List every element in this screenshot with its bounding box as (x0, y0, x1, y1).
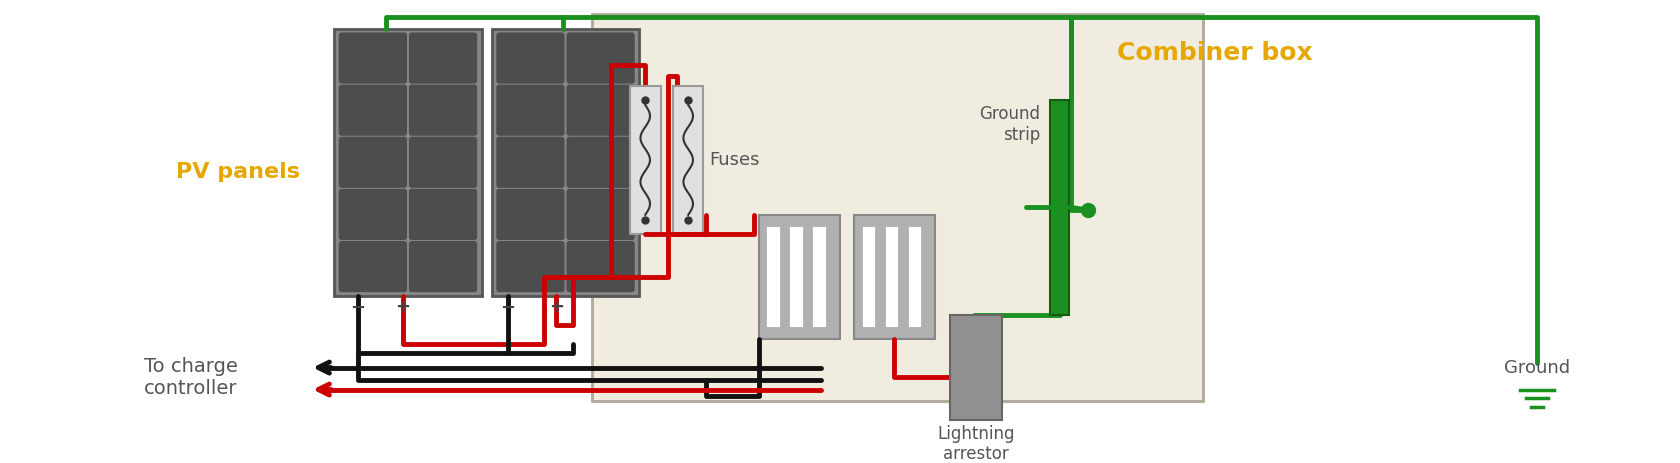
FancyBboxPatch shape (496, 85, 564, 136)
Bar (630, 86, 660, 234)
Text: Combiner box: Combiner box (1117, 41, 1312, 64)
Bar (862, 226, 875, 327)
Text: PV panels: PV panels (176, 162, 301, 182)
Bar (492, 29, 640, 296)
FancyBboxPatch shape (496, 241, 564, 292)
Bar (885, 226, 899, 327)
Text: −: − (349, 299, 366, 316)
Text: Ground
strip: Ground strip (979, 105, 1040, 144)
Text: −: − (501, 299, 516, 316)
Bar (813, 226, 825, 327)
Text: +: + (395, 299, 410, 316)
FancyBboxPatch shape (408, 85, 477, 136)
Bar (907, 226, 921, 327)
FancyBboxPatch shape (496, 189, 564, 240)
FancyBboxPatch shape (566, 137, 635, 188)
Bar (949, 315, 1003, 420)
FancyBboxPatch shape (408, 189, 477, 240)
FancyBboxPatch shape (339, 32, 407, 84)
Bar (855, 215, 936, 339)
FancyBboxPatch shape (566, 189, 635, 240)
Text: To charge
controller: To charge controller (144, 357, 237, 398)
Bar (766, 226, 780, 327)
FancyBboxPatch shape (408, 137, 477, 188)
Text: +: + (549, 299, 564, 316)
Bar (591, 14, 1203, 401)
FancyBboxPatch shape (496, 32, 564, 84)
FancyBboxPatch shape (339, 137, 407, 188)
FancyBboxPatch shape (339, 85, 407, 136)
FancyBboxPatch shape (566, 85, 635, 136)
Bar (674, 86, 704, 234)
Text: Lightning
arrestor: Lightning arrestor (937, 425, 1015, 463)
FancyBboxPatch shape (408, 241, 477, 292)
FancyBboxPatch shape (339, 241, 407, 292)
FancyBboxPatch shape (408, 32, 477, 84)
Bar (790, 226, 803, 327)
Bar (334, 29, 482, 296)
FancyBboxPatch shape (566, 32, 635, 84)
Bar (759, 215, 840, 339)
Text: Ground: Ground (1504, 358, 1571, 376)
Bar (1050, 100, 1068, 315)
FancyBboxPatch shape (566, 241, 635, 292)
Text: Fuses: Fuses (709, 151, 759, 169)
FancyBboxPatch shape (496, 137, 564, 188)
FancyBboxPatch shape (339, 189, 407, 240)
